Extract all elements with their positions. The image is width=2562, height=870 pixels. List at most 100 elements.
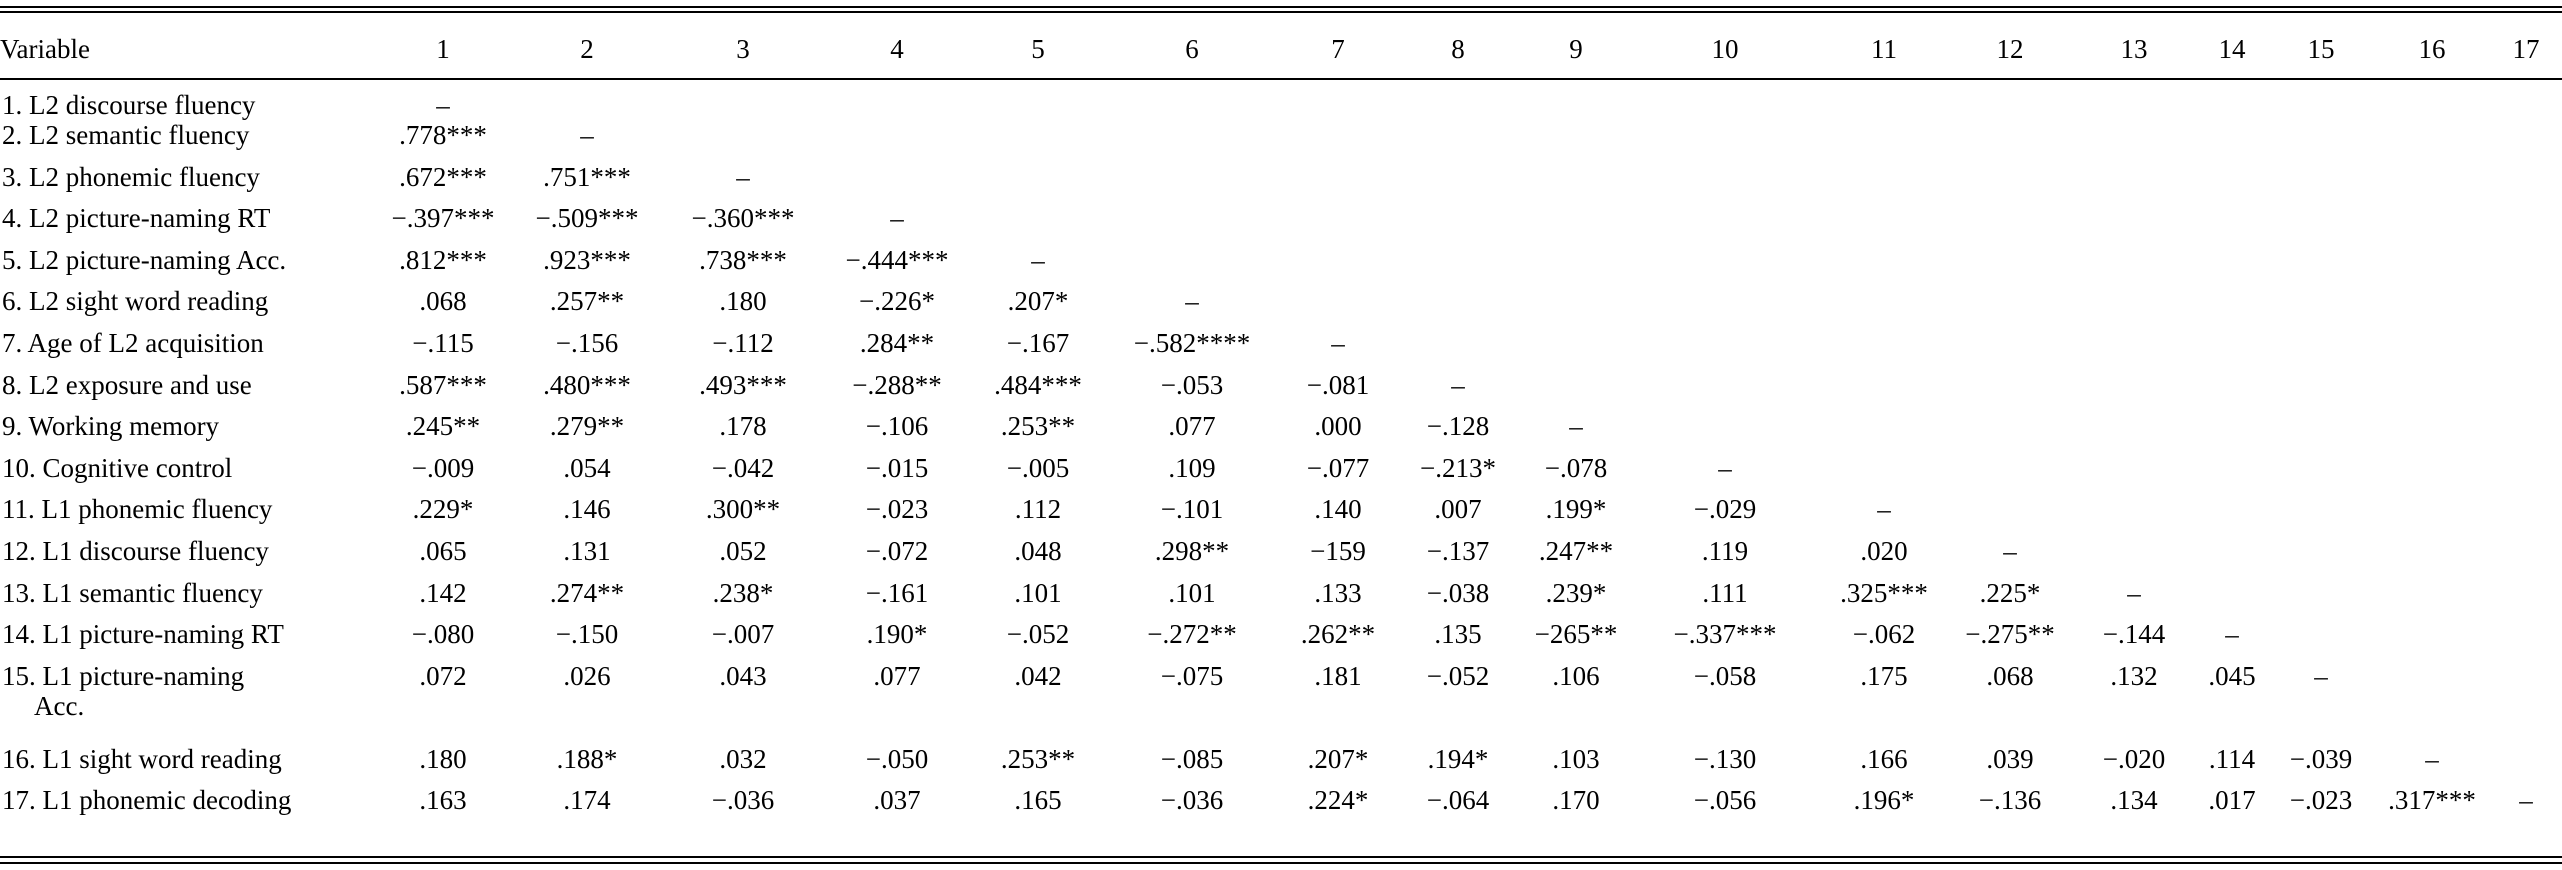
table-row: 9. Working memory .245** .279** .178 −.106 .2… bbox=[0, 411, 2562, 453]
correlation-cell bbox=[2072, 494, 2196, 536]
header-col-13: 13 bbox=[2120, 34, 2148, 64]
table-row: 11. L1 phonemic fluency .229* .146 .300** −.… bbox=[0, 494, 2562, 536]
correlation-cell: −.150 bbox=[555, 619, 619, 650]
correlation-cell: .738*** bbox=[699, 244, 787, 275]
correlation-cell: – bbox=[2314, 660, 2328, 691]
correlation-cell bbox=[1394, 78, 1522, 120]
row-label-text: 1. L2 discourse fluency bbox=[2, 90, 256, 120]
correlation-cell bbox=[2268, 536, 2374, 578]
correlation-cell bbox=[2072, 328, 2196, 370]
row-label: 6. L2 sight word reading bbox=[0, 286, 378, 328]
correlation-cell: – bbox=[1451, 369, 1465, 400]
correlation-cell bbox=[2268, 203, 2374, 245]
correlation-cell bbox=[1630, 370, 1820, 412]
correlation-cell bbox=[2490, 203, 2562, 245]
table-row: 2. L2 semantic fluency .778*** – bbox=[0, 120, 2562, 162]
row-label: 4. L2 picture-naming RT bbox=[0, 203, 378, 245]
correlation-cell bbox=[1948, 120, 2072, 162]
correlation-cell bbox=[1820, 162, 1948, 204]
correlation-cell: .262** bbox=[1300, 619, 1376, 650]
correlation-cell: .196* bbox=[1853, 785, 1915, 816]
correlation-cell bbox=[2374, 453, 2490, 495]
correlation-cell: .135 bbox=[1434, 619, 1482, 650]
correlation-cell: −.007 bbox=[711, 619, 775, 650]
correlation-cell: .140 bbox=[1314, 494, 1362, 525]
correlation-cell: −.156 bbox=[555, 327, 619, 358]
correlation-cell: .317*** bbox=[2388, 785, 2476, 816]
table-row: 14. L1 picture-naming RT −.080 −.150 −.007.… bbox=[0, 619, 2562, 661]
correlation-cell bbox=[666, 78, 820, 120]
correlation-cell: .178 bbox=[719, 411, 767, 442]
correlation-cell: .039 bbox=[1986, 743, 2034, 774]
correlation-cell: −.101 bbox=[1160, 494, 1224, 525]
correlation-cell bbox=[1820, 203, 1948, 245]
correlation-cell: .325*** bbox=[1840, 577, 1928, 608]
correlation-cell: .114 bbox=[2208, 743, 2256, 774]
correlation-cell bbox=[1394, 162, 1522, 204]
correlation-cell: −.058 bbox=[1693, 660, 1757, 691]
row-label: 10. Cognitive control bbox=[0, 453, 378, 495]
correlation-cell bbox=[820, 162, 974, 204]
correlation-cell: .048 bbox=[1014, 535, 1062, 566]
correlation-cell bbox=[2268, 328, 2374, 370]
row-label: 14. L1 picture-naming RT bbox=[0, 619, 378, 661]
correlation-cell: .042 bbox=[1014, 660, 1062, 691]
row-label-text: 17. L1 phonemic decoding bbox=[2, 785, 292, 816]
correlation-cell bbox=[2196, 78, 2268, 120]
correlation-cell: .298** bbox=[1154, 535, 1230, 566]
correlation-cell: .101 bbox=[1168, 577, 1216, 608]
correlation-cell: −.050 bbox=[865, 743, 929, 774]
correlation-cell: .672*** bbox=[399, 161, 487, 192]
row-label-text: 6. L2 sight word reading bbox=[2, 286, 269, 317]
correlation-cell: −.036 bbox=[711, 785, 775, 816]
correlation-cell bbox=[2374, 162, 2490, 204]
correlation-cell bbox=[2490, 286, 2562, 328]
top-rule-second bbox=[0, 11, 2562, 13]
header-col-5: 5 bbox=[1031, 34, 1045, 64]
correlation-cell: – bbox=[1877, 494, 1891, 525]
correlation-cell bbox=[1282, 78, 1394, 120]
correlation-cell: −.080 bbox=[411, 619, 475, 650]
correlation-cell: −.009 bbox=[411, 452, 475, 483]
correlation-table: Variable 1 2 3 4 5 6 7 8 9 10 11 12 13 14 15 16 17 1. L2… bbox=[0, 20, 2562, 827]
correlation-cell: .199* bbox=[1545, 494, 1607, 525]
correlation-cell: −.020 bbox=[2102, 743, 2166, 774]
row-label: 15. L1 picture-naming Acc. bbox=[0, 661, 378, 744]
correlation-cell bbox=[1394, 286, 1522, 328]
correlation-cell bbox=[2196, 370, 2268, 412]
correlation-cell bbox=[1522, 162, 1630, 204]
correlation-cell bbox=[974, 203, 1102, 245]
correlation-cell: .480*** bbox=[543, 369, 631, 400]
correlation-cell bbox=[2374, 578, 2490, 620]
correlation-cell: −.275** bbox=[1965, 619, 2055, 650]
row-label-text: 16. L1 sight word reading bbox=[2, 743, 282, 774]
correlation-cell: −.144 bbox=[2102, 619, 2166, 650]
row-label-text: 3. L2 phonemic fluency bbox=[2, 161, 260, 192]
correlation-cell bbox=[1522, 120, 1630, 162]
correlation-cell bbox=[1282, 203, 1394, 245]
correlation-cell: .300** bbox=[705, 494, 781, 525]
correlation-cell bbox=[1948, 286, 2072, 328]
correlation-cell bbox=[820, 78, 974, 120]
correlation-cell bbox=[1522, 78, 1630, 120]
table-row: 13. L1 semantic fluency .142 .274** .238* −.… bbox=[0, 578, 2562, 620]
correlation-cell bbox=[1394, 203, 1522, 245]
correlation-cell: −.039 bbox=[2289, 743, 2353, 774]
correlation-cell bbox=[2268, 578, 2374, 620]
header-col-11: 11 bbox=[1871, 34, 1897, 64]
correlation-cell: .134 bbox=[2110, 785, 2158, 816]
correlation-cell: .043 bbox=[719, 660, 767, 691]
correlation-cell bbox=[2072, 453, 2196, 495]
correlation-cell: −.081 bbox=[1306, 369, 1370, 400]
correlation-cell bbox=[2196, 536, 2268, 578]
correlation-cell: −.005 bbox=[1006, 452, 1070, 483]
correlation-cell bbox=[2196, 578, 2268, 620]
correlation-cell: −265** bbox=[1534, 619, 1618, 650]
correlation-cell: .194* bbox=[1427, 743, 1489, 774]
correlation-cell: – bbox=[580, 120, 594, 150]
correlation-cell: −.052 bbox=[1006, 619, 1070, 650]
correlation-cell bbox=[2072, 411, 2196, 453]
correlation-cell: – bbox=[1718, 452, 1732, 483]
correlation-cell: – bbox=[2003, 535, 2017, 566]
correlation-cell: −.062 bbox=[1852, 619, 1916, 650]
